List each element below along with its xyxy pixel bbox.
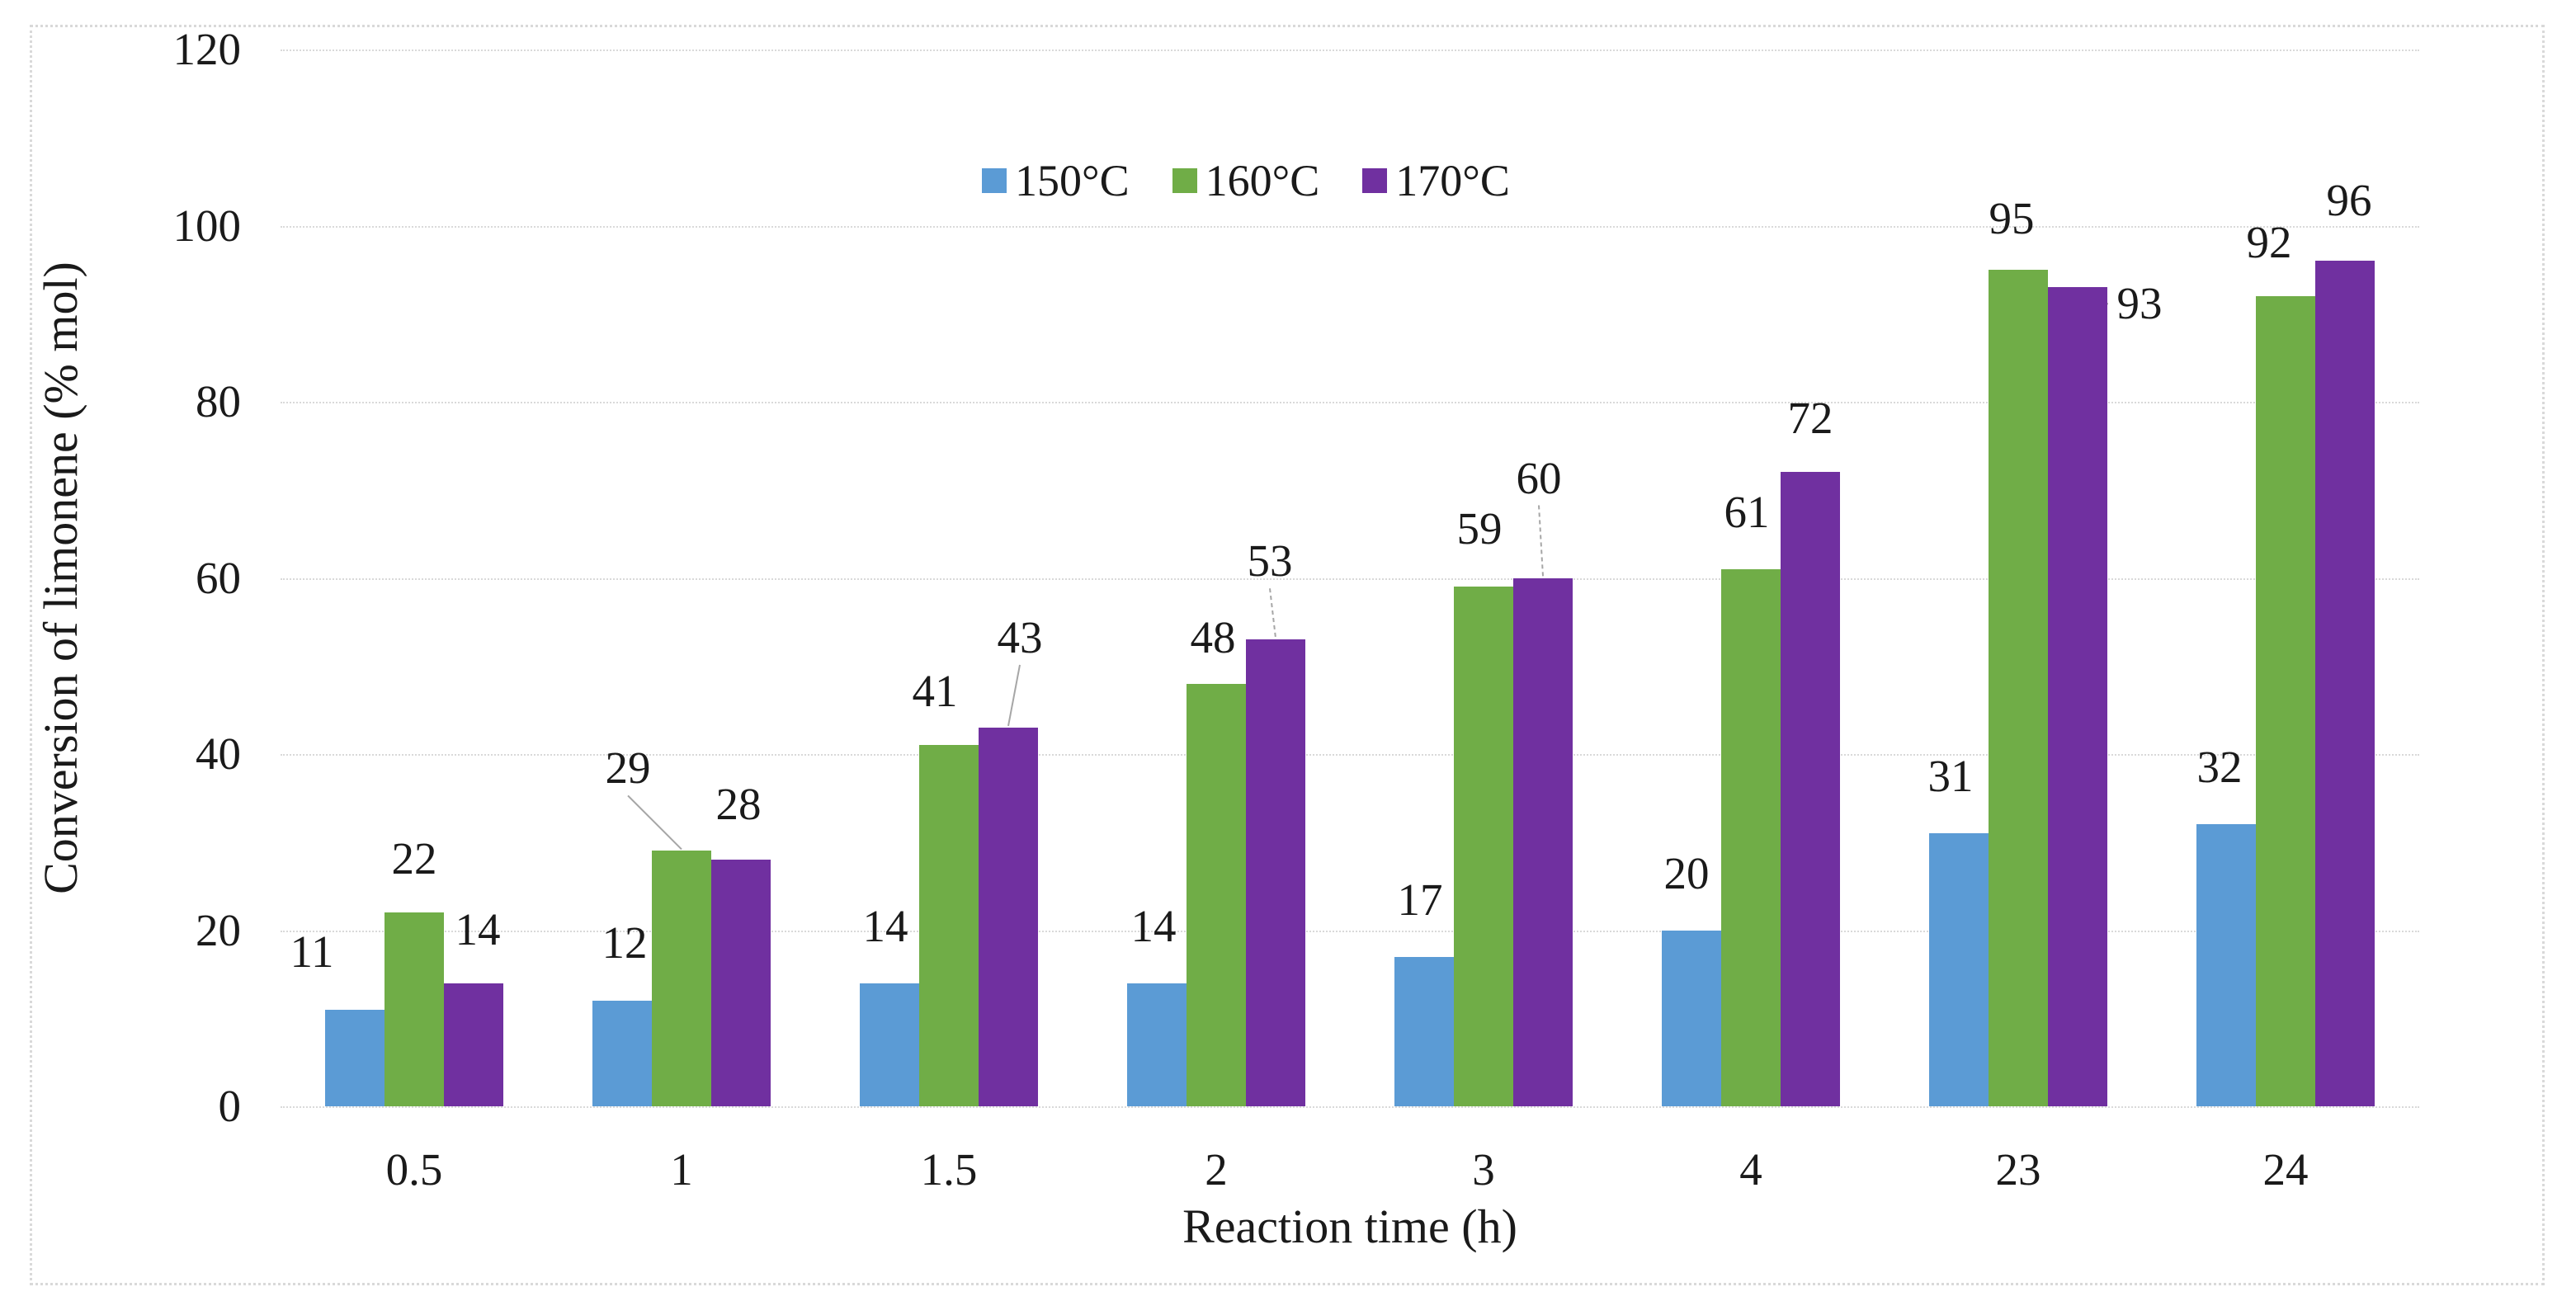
legend-swatch-icon <box>1362 168 1388 193</box>
data-label: 31 <box>1927 751 1974 802</box>
bar-150°C-0.5 <box>325 1009 385 1106</box>
data-label: 29 <box>605 742 651 794</box>
legend-item-150°C: 150°C <box>982 158 1130 203</box>
gridline-y-100 <box>281 225 2419 228</box>
gridline-y-60 <box>281 577 2419 580</box>
gridline-y-120 <box>281 49 2419 51</box>
data-label: 53 <box>1247 535 1293 587</box>
legend-item-160°C: 160°C <box>1172 156 1320 205</box>
data-label: 14 <box>1130 900 1177 951</box>
y-tick-label: 120 <box>172 24 242 74</box>
bar-170°C-4 <box>1781 472 1840 1106</box>
data-label: 20 <box>1663 847 1710 898</box>
data-label: 14 <box>455 903 501 955</box>
x-tick-label: 1.5 <box>920 1144 978 1195</box>
bar-150°C-1 <box>592 1000 652 1106</box>
bar-150°C-1.5 <box>860 983 919 1106</box>
data-label: 96 <box>2326 175 2372 226</box>
x-tick-label: 3 <box>1472 1144 1495 1195</box>
data-label: 92 <box>2246 216 2292 267</box>
x-tick-label: 4 <box>1739 1144 1762 1195</box>
legend-item-170°C: 170°C <box>1362 158 1510 203</box>
y-tick-label: 0 <box>218 1081 242 1131</box>
bar-160°C-3 <box>1454 587 1513 1106</box>
data-label: 61 <box>1724 486 1770 537</box>
gridline-y-20 <box>281 930 2419 932</box>
data-label: 32 <box>2196 742 2243 793</box>
data-label: 22 <box>391 833 437 884</box>
legend-swatch-icon <box>1172 168 1197 193</box>
data-label: 43 <box>997 611 1043 662</box>
bar-160°C-2 <box>1187 683 1246 1106</box>
gridline-y-0 <box>281 1106 2419 1108</box>
bar-160°C-1 <box>652 851 711 1106</box>
bar-170°C-0.5 <box>444 983 503 1106</box>
legend-label: 150°C <box>1015 156 1130 205</box>
x-tick-label: 0.5 <box>385 1144 443 1195</box>
bar-170°C-24 <box>2315 261 2375 1106</box>
bar-160°C-4 <box>1721 568 1781 1106</box>
bar-160°C-0.5 <box>385 912 444 1106</box>
y-tick-label: 20 <box>196 904 241 955</box>
data-label: 14 <box>862 900 908 951</box>
data-label: 11 <box>290 926 334 977</box>
bar-160°C-23 <box>1989 269 2048 1106</box>
x-tick-label: 23 <box>1995 1144 2041 1195</box>
bar-170°C-2 <box>1246 639 1305 1106</box>
chart-frame-border <box>30 25 2545 1285</box>
legend-swatch-icon <box>982 168 1007 193</box>
data-label: 59 <box>1456 503 1503 554</box>
gridline-y-80 <box>281 402 2419 403</box>
bar-170°C-1.5 <box>979 727 1038 1106</box>
plot-area <box>281 49 2419 1108</box>
x-tick-label: 2 <box>1205 1144 1228 1195</box>
bar-150°C-23 <box>1929 833 1989 1106</box>
data-label: 41 <box>912 666 958 717</box>
y-tick-label: 40 <box>196 728 241 779</box>
bar-150°C-4 <box>1662 930 1721 1106</box>
y-tick-label: 80 <box>196 376 241 427</box>
y-tick-label: 100 <box>172 200 242 251</box>
data-label: 93 <box>2116 278 2163 329</box>
x-axis-title: Reaction time (h) <box>1182 1200 1517 1253</box>
data-label: 17 <box>1397 874 1443 925</box>
legend: 150°C 160°C 170°C <box>982 158 1510 203</box>
data-label: 95 <box>1989 192 2035 243</box>
data-label: 60 <box>1516 452 1562 503</box>
bar-160°C-1.5 <box>919 745 979 1106</box>
bar-170°C-23 <box>2048 287 2107 1106</box>
bar-170°C-1 <box>711 860 771 1106</box>
bar-170°C-3 <box>1513 577 1573 1106</box>
gridline-y-40 <box>281 754 2419 756</box>
data-label: 28 <box>715 779 762 830</box>
data-label: 72 <box>1787 393 1833 444</box>
bar-160°C-24 <box>2256 295 2315 1106</box>
y-tick-label: 60 <box>196 552 241 603</box>
bar-150°C-3 <box>1394 956 1454 1106</box>
x-tick-label: 24 <box>2262 1144 2309 1195</box>
data-label: 12 <box>602 917 648 968</box>
x-tick-label: 1 <box>670 1144 693 1195</box>
bar-150°C-24 <box>2196 824 2256 1106</box>
bar-150°C-2 <box>1127 983 1187 1106</box>
legend-label: 170°C <box>1395 156 1510 205</box>
legend-label: 160°C <box>1205 156 1320 205</box>
data-label: 48 <box>1190 611 1236 662</box>
